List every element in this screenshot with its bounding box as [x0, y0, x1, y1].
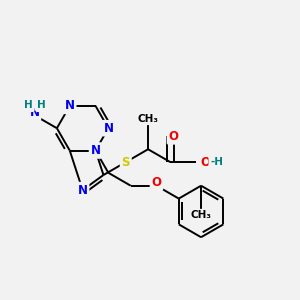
Text: N: N [103, 122, 113, 135]
Text: H: H [24, 100, 33, 110]
Text: CH₃: CH₃ [190, 210, 212, 220]
Text: S: S [122, 156, 130, 169]
Text: O: O [200, 156, 210, 169]
Text: N: N [91, 144, 100, 157]
Text: H: H [37, 100, 46, 110]
Text: O: O [152, 176, 161, 189]
Text: O: O [168, 130, 178, 143]
Text: N: N [78, 184, 88, 197]
Text: -H: -H [210, 157, 223, 167]
Text: CH₃: CH₃ [138, 113, 159, 124]
Text: N: N [30, 106, 40, 119]
Text: N: N [65, 99, 75, 112]
